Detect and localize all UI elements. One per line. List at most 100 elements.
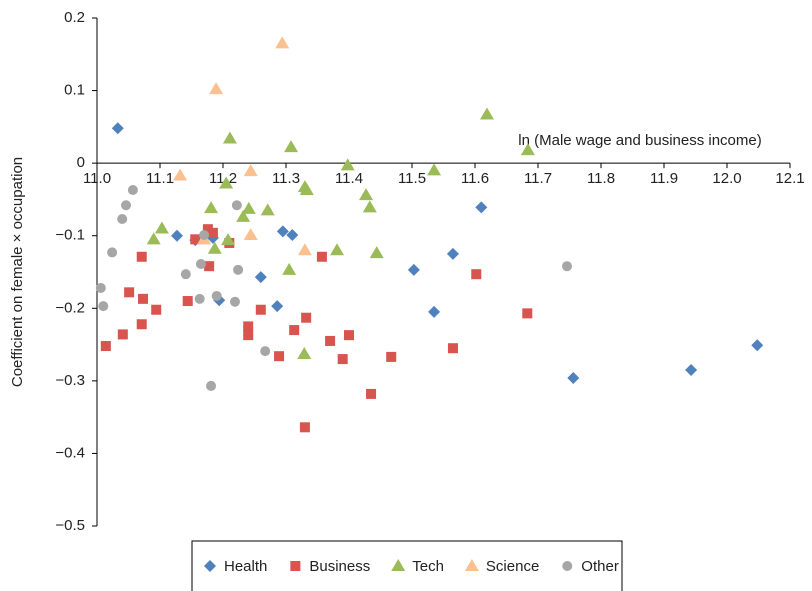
point [190, 234, 201, 245]
x-axis-label: ln (Male wage and business income) [518, 132, 761, 149]
point [447, 343, 458, 354]
point [407, 263, 420, 276]
point [199, 229, 210, 240]
point [137, 293, 148, 304]
point [286, 228, 299, 241]
point [359, 188, 374, 201]
point [254, 271, 267, 284]
point [151, 304, 162, 315]
point [299, 182, 314, 195]
point [427, 163, 442, 176]
point [180, 269, 191, 280]
legend-box [191, 540, 623, 591]
point [243, 330, 254, 341]
point [255, 304, 266, 315]
point [182, 296, 193, 307]
point [124, 287, 135, 298]
point [171, 229, 184, 242]
point [475, 201, 488, 214]
point [222, 131, 237, 144]
y-tick-label: −0.1 [55, 227, 85, 244]
point [340, 158, 355, 171]
point [366, 388, 377, 399]
point [330, 243, 345, 256]
point [211, 290, 222, 301]
point [274, 351, 285, 362]
point [136, 319, 147, 330]
x-tick-label: 11.5 [398, 170, 426, 187]
y-tick-label: −0.3 [55, 372, 85, 389]
point [271, 300, 284, 313]
point [241, 201, 256, 214]
point [260, 346, 271, 357]
point [369, 246, 384, 259]
point [325, 335, 336, 346]
point [127, 184, 138, 195]
x-tick-label: 11.3 [272, 170, 300, 187]
point [446, 247, 459, 260]
y-tick-label: 0.2 [64, 9, 85, 26]
point [98, 301, 109, 312]
point [479, 107, 494, 120]
point [233, 264, 244, 275]
point [260, 203, 275, 216]
point [428, 305, 441, 318]
x-tick-label: 11.1 [146, 170, 174, 187]
point [117, 214, 128, 225]
point [136, 251, 147, 262]
y-tick-label: −0.4 [55, 444, 85, 461]
point [204, 201, 219, 214]
point [344, 330, 354, 341]
point [154, 221, 169, 234]
point [289, 325, 300, 336]
point [236, 209, 251, 222]
point [219, 176, 234, 189]
point [297, 347, 312, 360]
point [751, 339, 764, 352]
point [207, 241, 222, 254]
point [107, 247, 118, 258]
point [685, 363, 698, 376]
point [386, 351, 397, 362]
point [100, 341, 111, 352]
point [243, 227, 258, 240]
point [243, 321, 254, 332]
point [209, 82, 224, 95]
legend-marker [562, 561, 573, 571]
legend-label: Tech [412, 558, 444, 575]
point [231, 200, 242, 211]
point [194, 293, 205, 304]
point [229, 296, 240, 307]
x-tick-label: 12.0 [712, 170, 741, 187]
point [471, 269, 482, 280]
point [95, 282, 106, 293]
x-tick-label: 11.2 [209, 170, 237, 187]
y-tick-label: −0.2 [55, 299, 85, 316]
point [276, 225, 289, 238]
x-tick-label: 11.9 [650, 170, 678, 187]
point [520, 143, 535, 156]
point [567, 371, 580, 384]
point [316, 251, 327, 262]
point [195, 259, 206, 270]
point [282, 262, 297, 275]
legend-label: Business [309, 558, 370, 575]
legend-label: Other [581, 558, 619, 575]
legend-marker [204, 560, 216, 572]
point [299, 422, 310, 433]
point [111, 122, 124, 135]
point [561, 261, 572, 272]
point [207, 227, 218, 238]
x-tick-label: 11.8 [587, 170, 615, 187]
point [202, 224, 213, 235]
point [243, 164, 258, 177]
point [297, 243, 312, 256]
legend-marker [391, 559, 406, 571]
x-tick-label: 12.1 [775, 170, 804, 187]
point [275, 36, 290, 49]
point [362, 200, 377, 213]
point [173, 168, 188, 181]
point [117, 329, 128, 340]
